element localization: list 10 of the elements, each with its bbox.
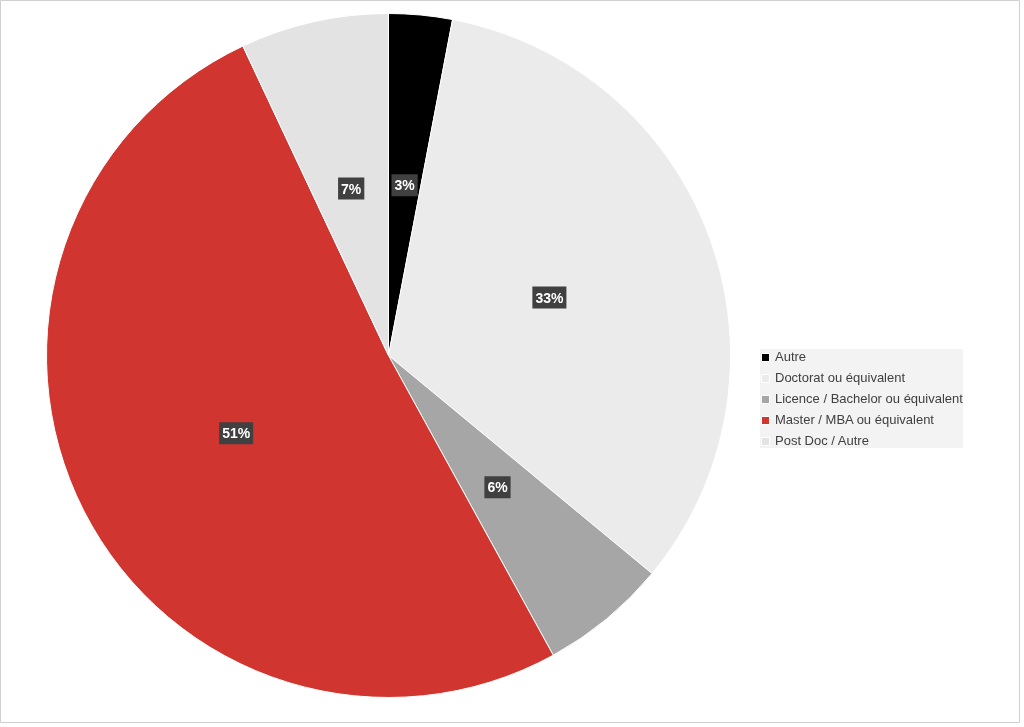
legend-label: Doctorat ou équivalent (775, 370, 906, 385)
legend-label: Post Doc / Autre (775, 433, 869, 448)
data-label: 51% (222, 425, 251, 442)
legend-label: Master / MBA ou équivalent (775, 412, 934, 427)
legend-label: Licence / Bachelor ou équivalent (775, 391, 963, 406)
data-label: 7% (341, 180, 362, 197)
data-label: 3% (394, 177, 416, 194)
legend-label: Autre (775, 349, 807, 364)
data-label: 6% (487, 479, 509, 496)
data-label: 33% (535, 289, 564, 306)
